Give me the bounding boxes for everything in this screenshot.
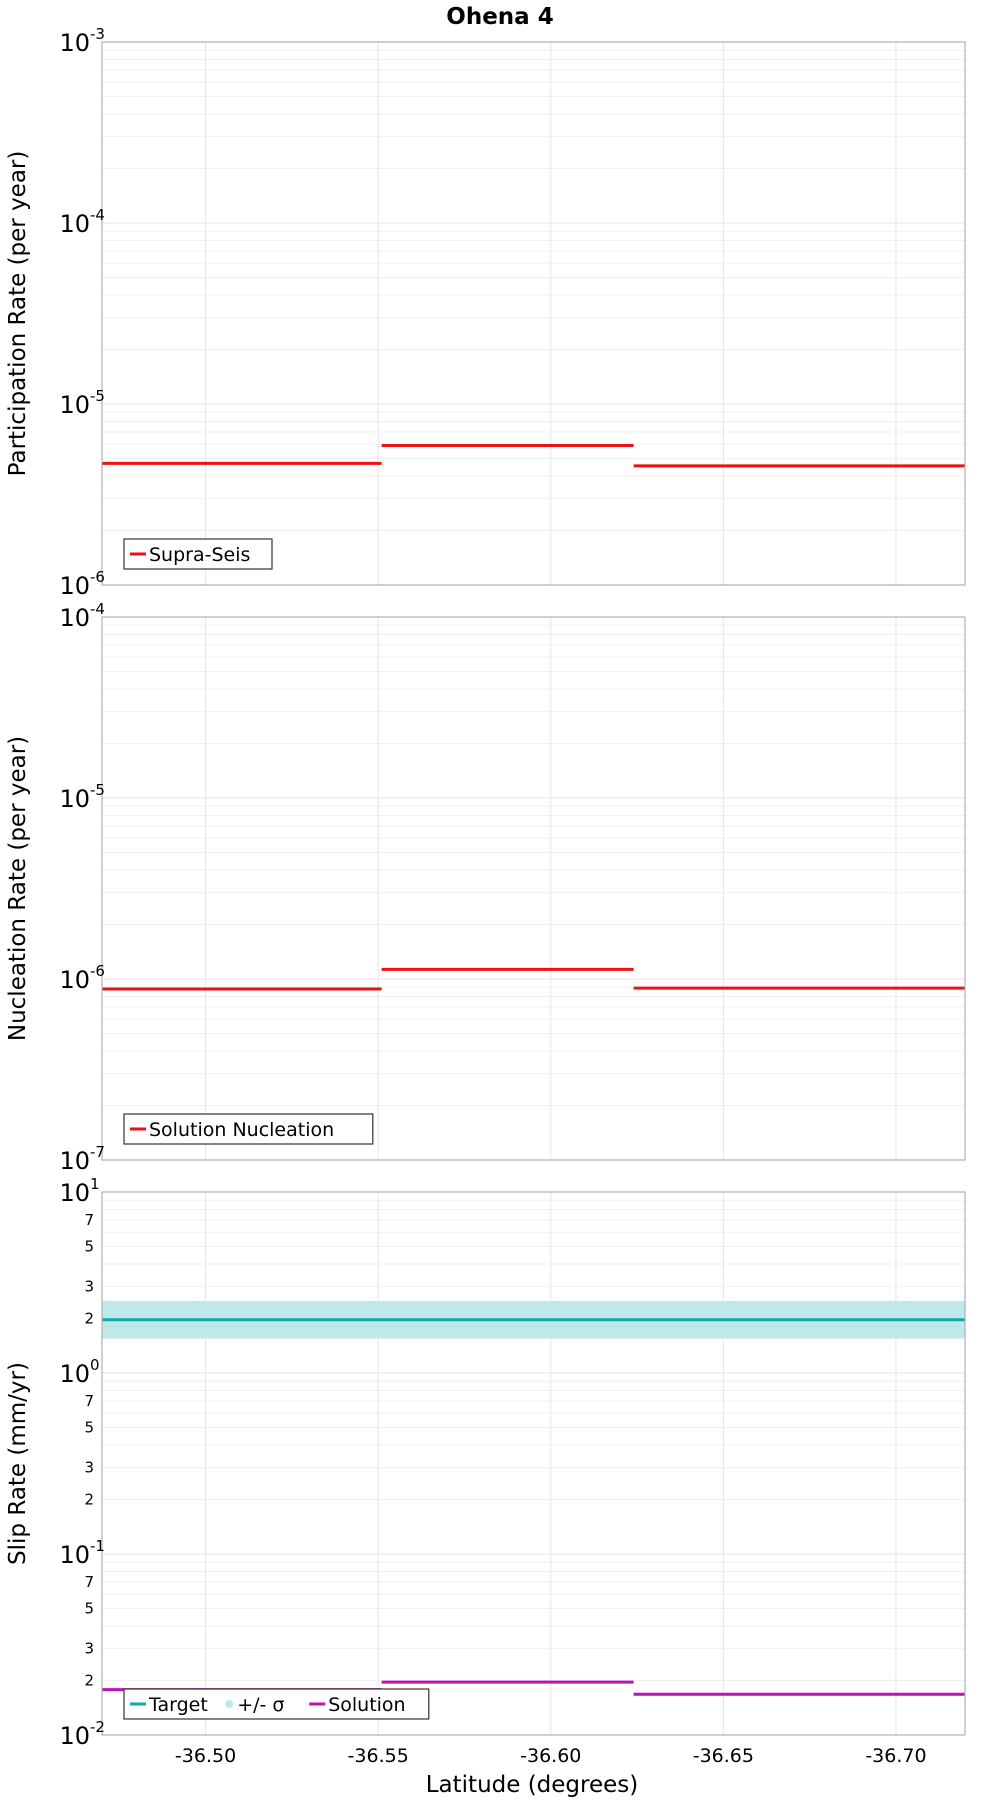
y-minor-tick-label: 5 [84, 1237, 94, 1255]
legend-label: +/- σ [237, 1694, 284, 1716]
y-minor-tick-label: 5 [84, 1418, 94, 1436]
series-solution-nucleation [102, 967, 965, 991]
plot-frame [101, 41, 966, 586]
x-tick-label: -36.70 [865, 1745, 926, 1767]
legend-label: Solution [328, 1694, 405, 1716]
y-axis-label: Slip Rate (mm/yr) [5, 1362, 31, 1565]
y-minor-tick-label: 5 [84, 1599, 94, 1617]
y-minor-tick-label: 2 [84, 1491, 94, 1509]
y-tick-label: 10 [59, 210, 90, 238]
y-minor-tick-label: 2 [84, 1310, 94, 1328]
x-tick-label: -36.50 [175, 1745, 236, 1767]
chart-title: Ohena 4 [446, 4, 553, 30]
y-axis-label: Participation Rate (per year) [5, 151, 31, 477]
series-supra-seis [102, 443, 965, 468]
legend-box [123, 538, 273, 570]
y-tick-label: 10 [59, 966, 90, 994]
y-tick-label: 10 [59, 1179, 90, 1207]
y-tick-exponent: -2 [90, 1718, 105, 1736]
y-minor-tick-label: 2 [84, 1672, 94, 1690]
legend-label: Supra-Seis [149, 544, 250, 566]
x-tick-label: -36.65 [693, 1745, 754, 1767]
legend: Target +/- σ Solution [123, 1688, 430, 1720]
legend: Supra-Seis [123, 538, 273, 570]
y-tick-exponent: -4 [90, 206, 105, 224]
y-tick-exponent: -3 [90, 25, 105, 43]
y-tick-label: 10 [59, 1541, 90, 1569]
legend: Solution Nucleation [123, 1113, 374, 1145]
y-minor-tick-label: 7 [84, 1573, 94, 1591]
y-minor-tick-label: 3 [84, 1278, 94, 1296]
plot-frame [101, 616, 966, 1161]
legend-swatch [225, 1700, 234, 1708]
y-tick-exponent: -5 [90, 387, 105, 405]
y-tick-label: 10 [59, 604, 90, 632]
x-axis-label: Latitude (degrees) [426, 1772, 639, 1798]
y-minor-tick-label: 7 [84, 1211, 94, 1229]
y-tick-label: 10 [59, 572, 90, 600]
y-tick-exponent: -1 [90, 1537, 105, 1555]
y-tick-exponent: -7 [90, 1143, 105, 1161]
legend-label: Target [148, 1694, 208, 1716]
y-tick-exponent: -6 [90, 568, 105, 586]
y-tick-exponent: -5 [90, 781, 105, 799]
y-tick-label: 10 [59, 1722, 90, 1750]
y-minor-tick-label: 3 [84, 1640, 94, 1658]
y-tick-exponent: -4 [90, 600, 105, 618]
plot-frame [101, 1191, 966, 1736]
legend-label: Solution Nucleation [149, 1119, 334, 1141]
y-tick-label: 10 [59, 1360, 90, 1388]
y-tick-exponent: 0 [90, 1356, 100, 1374]
y-tick-label: 10 [59, 785, 90, 813]
y-tick-label: 10 [59, 29, 90, 57]
y-tick-exponent: -6 [90, 962, 105, 980]
y-minor-tick-label: 7 [84, 1392, 94, 1410]
y-minor-tick-label: 3 [84, 1459, 94, 1477]
y-tick-exponent: 1 [90, 1175, 100, 1193]
y-axis-label: Nucleation Rate (per year) [5, 736, 31, 1041]
legend-box [123, 1688, 430, 1720]
y-tick-label: 10 [59, 391, 90, 419]
x-tick-label: -36.55 [348, 1745, 409, 1767]
x-tick-label: -36.60 [520, 1745, 581, 1767]
y-tick-label: 10 [59, 1147, 90, 1175]
legend-box [123, 1113, 374, 1145]
